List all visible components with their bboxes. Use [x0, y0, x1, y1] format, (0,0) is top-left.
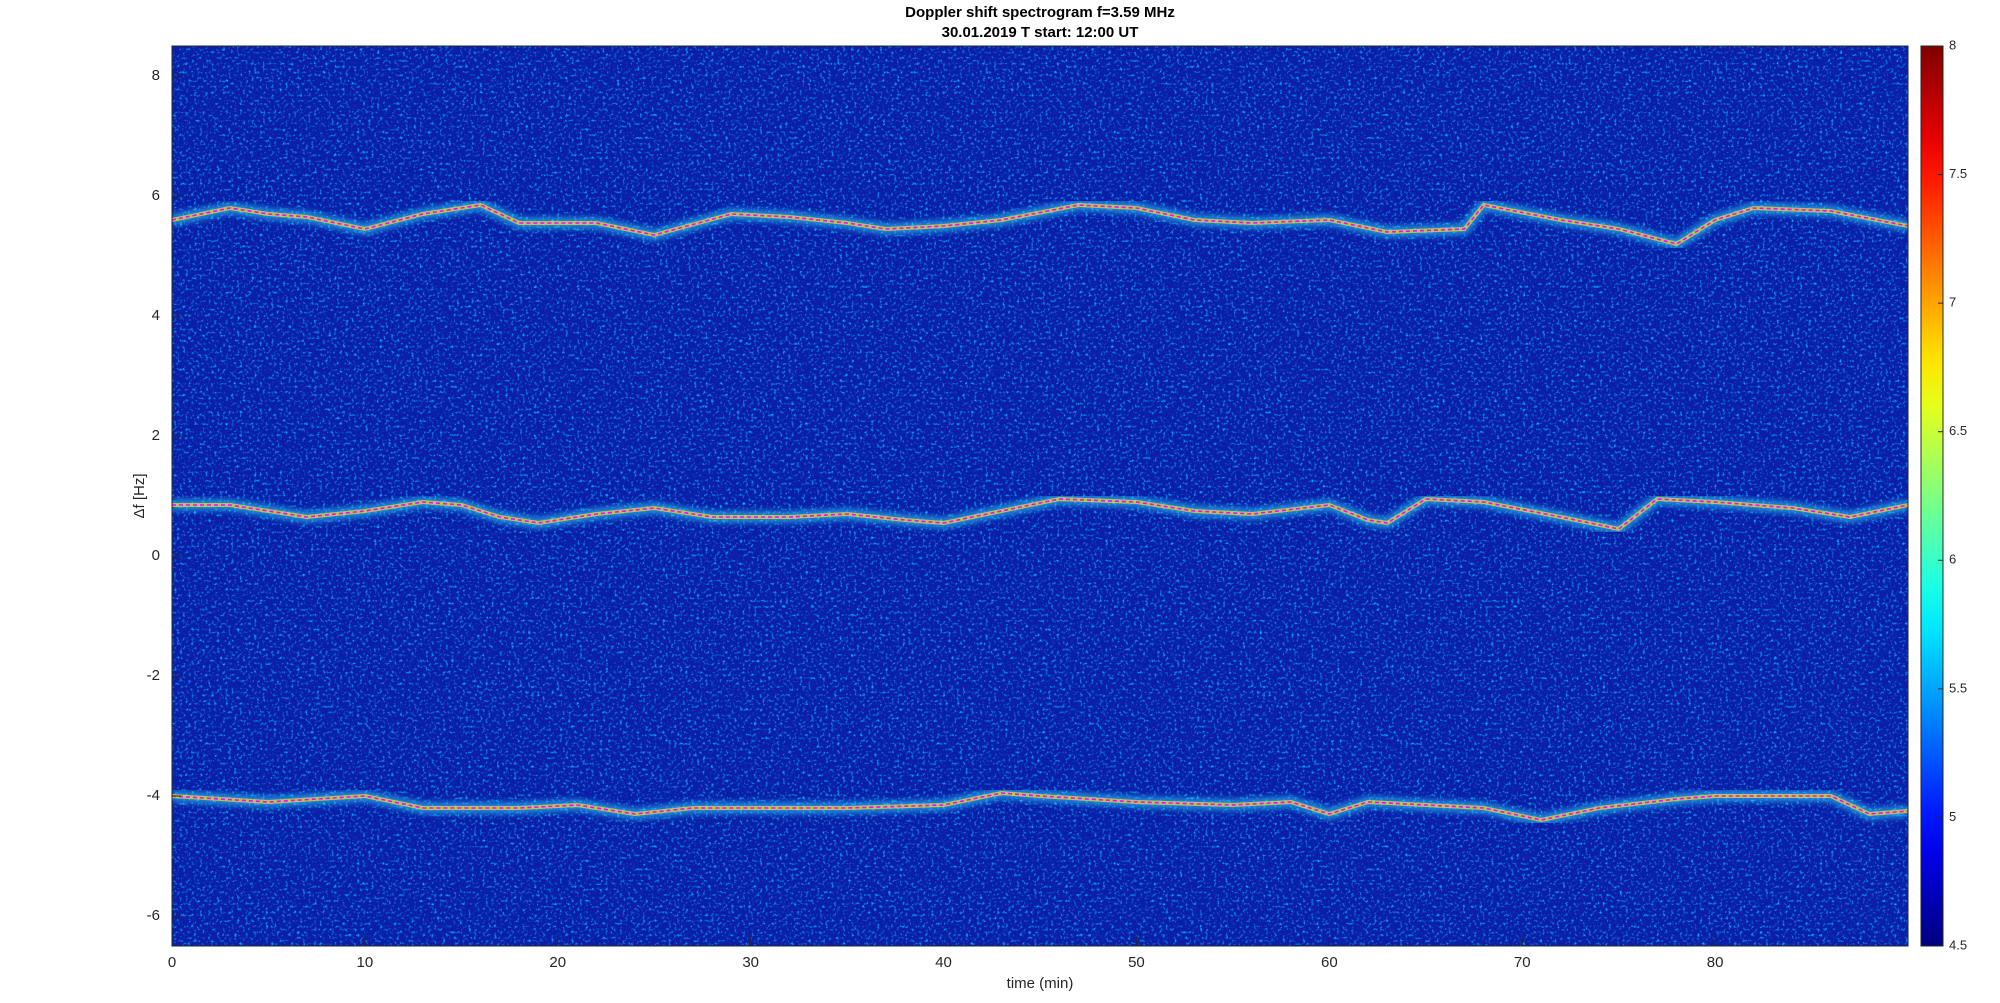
x-tick-label: 50	[1128, 954, 1145, 971]
plot-frame	[171, 45, 1909, 947]
axes: 0 10 20 30 40 50 60 70 80 -6 -4 -2 0 2 4 6 8	[147, 45, 1909, 971]
colorbar: 4.5 5 5.5 6 6.5 7 7.5 8	[1920, 37, 1967, 952]
colorbar-tick-label: 4.5	[1949, 937, 1967, 952]
x-tick-label: 0	[168, 954, 176, 971]
plot-area	[172, 198, 1908, 827]
colorbar-tick-label: 7	[1949, 295, 1956, 310]
chart-title: Doppler shift spectrogram f=3.59 MHz	[905, 4, 1175, 21]
y-tick-label: 2	[152, 427, 160, 444]
x-tick-label: 80	[1707, 954, 1724, 971]
x-tick-label: 30	[742, 954, 759, 971]
x-tick-label: 40	[935, 954, 952, 971]
x-axis-label: time (min)	[1007, 975, 1074, 992]
y-tick-label: 0	[152, 547, 160, 564]
y-tick-label: -2	[147, 667, 160, 684]
x-tick-label: 20	[549, 954, 566, 971]
y-tick-label: 8	[152, 67, 160, 84]
colorbar-gradient	[1920, 45, 1944, 947]
colorbar-tick-label: 8	[1949, 37, 1956, 52]
y-tick-label: 4	[152, 307, 160, 324]
chart-subtitle: 30.01.2019 T start: 12:00 UT	[942, 24, 1139, 41]
colorbar-tick-label: 7.5	[1949, 166, 1967, 181]
y-tick-label: -6	[147, 907, 160, 924]
y-tick-label: 6	[152, 187, 160, 204]
trace-line	[172, 498, 1908, 530]
trace-line	[172, 204, 1908, 245]
x-tick-label: 60	[1321, 954, 1338, 971]
colorbar-tick-label: 6.5	[1949, 423, 1967, 438]
colorbar-tick-label: 6	[1949, 552, 1956, 567]
trace-line	[172, 792, 1908, 821]
x-tick-label: 70	[1514, 954, 1531, 971]
y-tick-label: -4	[147, 787, 160, 804]
y-axis-label: Δf [Hz]	[131, 473, 148, 518]
colorbar-tick-label: 5	[1949, 809, 1956, 824]
x-tick-label: 10	[357, 954, 374, 971]
colorbar-tick-label: 5.5	[1949, 680, 1967, 695]
